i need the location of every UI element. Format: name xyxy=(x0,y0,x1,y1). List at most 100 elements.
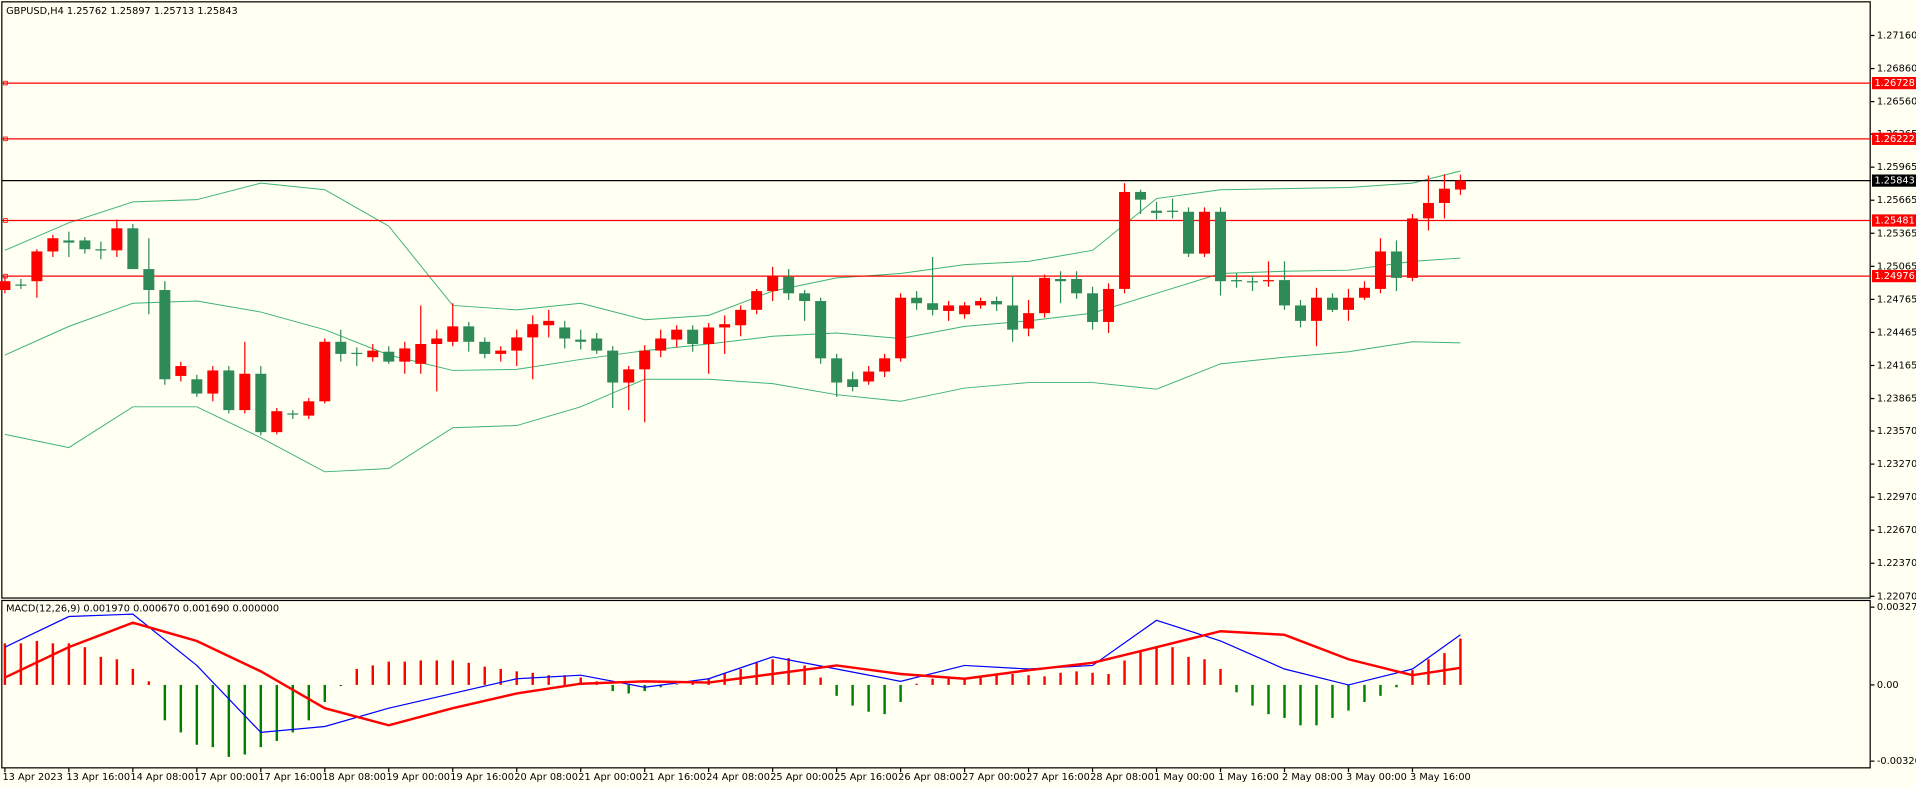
candle-body xyxy=(1199,211,1211,254)
candle-body xyxy=(47,238,59,252)
candle-body xyxy=(1135,191,1147,200)
level-handle xyxy=(3,136,8,142)
level-label-bg xyxy=(1872,76,1916,90)
candle-body xyxy=(1231,280,1243,282)
candle-body xyxy=(719,324,731,328)
macd-frame xyxy=(1,599,1871,769)
bollinger-band xyxy=(4,341,1461,473)
candle-body xyxy=(383,351,395,362)
candle-body xyxy=(0,281,11,291)
x-tick-label: 24 Apr 08:00 xyxy=(706,772,770,783)
y-tick-label: 1.24765 xyxy=(1877,294,1916,305)
macd-line xyxy=(4,621,1461,727)
y-tick-label: 1.23865 xyxy=(1877,394,1916,405)
x-tick-label: 28 Apr 08:00 xyxy=(1090,772,1154,783)
candle-body xyxy=(415,344,427,364)
candle-body xyxy=(1071,278,1083,294)
candle-body xyxy=(255,373,267,433)
candle-body xyxy=(223,370,235,411)
candle-body xyxy=(975,301,987,306)
candle-body xyxy=(1039,277,1051,314)
candle-body xyxy=(799,293,811,302)
x-tick-label: 20 Apr 08:00 xyxy=(514,772,578,783)
candle-body xyxy=(575,339,587,342)
candle-body xyxy=(351,352,363,355)
candle-body xyxy=(127,228,139,270)
candle-body xyxy=(863,371,875,382)
x-tick-label: 25 Apr 16:00 xyxy=(834,772,898,783)
x-tick-label: 13 Apr 16:00 xyxy=(66,772,130,783)
level-label-bg xyxy=(1872,174,1916,187)
candle-body xyxy=(671,329,683,340)
candle-body xyxy=(111,228,123,251)
candle-body xyxy=(191,379,203,394)
candle-body xyxy=(847,379,859,387)
candle-body xyxy=(303,401,315,416)
y-tick-label: 1.22970 xyxy=(1877,492,1916,503)
candle-body xyxy=(1247,281,1259,283)
main-frame xyxy=(1,1,1871,599)
macd-line xyxy=(4,613,1461,734)
x-tick-label: 25 Apr 00:00 xyxy=(770,772,834,783)
candle-body xyxy=(63,240,75,243)
level-label-bg xyxy=(1872,132,1916,145)
candle-body xyxy=(655,338,667,351)
candle-body xyxy=(767,275,779,292)
candle-body xyxy=(335,341,347,354)
candle-body xyxy=(1007,305,1019,330)
y-tick-label: 1.25065 xyxy=(1877,261,1916,272)
x-tick-label: 3 May 16:00 xyxy=(1410,772,1471,783)
y-tick-label: -0.003209 xyxy=(1877,756,1916,767)
candle-body xyxy=(143,269,155,291)
y-tick-label: 1.25365 xyxy=(1877,228,1916,239)
level-label-bg xyxy=(1872,214,1916,227)
chart-title: GBPUSD,H4 1.25762 1.25897 1.25713 1.2584… xyxy=(6,6,238,17)
candle-body xyxy=(159,290,171,380)
candle-body xyxy=(1279,280,1291,306)
candle-body xyxy=(1422,202,1434,219)
x-tick-label: 2 May 08:00 xyxy=(1282,772,1343,783)
y-tick-label: 1.24165 xyxy=(1877,360,1916,371)
candle-body xyxy=(463,326,475,342)
candle-body xyxy=(287,413,299,415)
candle-body xyxy=(1055,278,1067,282)
candle-body xyxy=(591,338,603,351)
candle-body xyxy=(1390,251,1402,278)
x-tick-label: 18 Apr 08:00 xyxy=(322,772,386,783)
candle-body xyxy=(559,327,571,339)
candle-body xyxy=(1103,288,1115,322)
candle-body xyxy=(639,350,651,370)
candle-body xyxy=(1151,210,1163,213)
x-tick-label: 27 Apr 16:00 xyxy=(1026,772,1090,783)
y-tick-label: 1.26560 xyxy=(1877,97,1916,108)
y-tick-label: 1.23270 xyxy=(1877,459,1916,470)
level-label: 1.26222 xyxy=(1874,134,1914,145)
candle-body xyxy=(1358,287,1370,298)
candle-body xyxy=(367,350,379,358)
candle-body xyxy=(607,350,619,383)
y-tick-label: 1.25665 xyxy=(1877,195,1916,206)
candle-body xyxy=(271,411,283,433)
y-tick-label: 1.27160 xyxy=(1877,30,1916,41)
indicator-title: MACD(12,26,9) 0.001970 0.000670 0.001690… xyxy=(6,603,279,614)
candle-body xyxy=(703,327,715,345)
candle-body xyxy=(447,326,459,342)
x-tick-label: 3 May 00:00 xyxy=(1346,772,1407,783)
level-label-bg xyxy=(1872,270,1916,283)
candle-body xyxy=(399,348,411,362)
y-tick-label: 1.24465 xyxy=(1877,327,1916,338)
y-tick-label: 1.22670 xyxy=(1877,525,1916,536)
candle-body xyxy=(239,373,251,411)
level-label: 1.25481 xyxy=(1874,215,1914,226)
candle-body xyxy=(15,284,27,286)
x-tick-label: 13 Apr 2023 xyxy=(2,772,62,783)
candle-body xyxy=(175,366,187,376)
bollinger-band xyxy=(4,170,1461,321)
candle-body xyxy=(1183,211,1195,254)
y-tick-label: 1.22370 xyxy=(1877,558,1916,569)
candle-body xyxy=(543,320,555,326)
x-tick-label: 17 Apr 00:00 xyxy=(194,772,258,783)
candle-body xyxy=(623,369,635,383)
